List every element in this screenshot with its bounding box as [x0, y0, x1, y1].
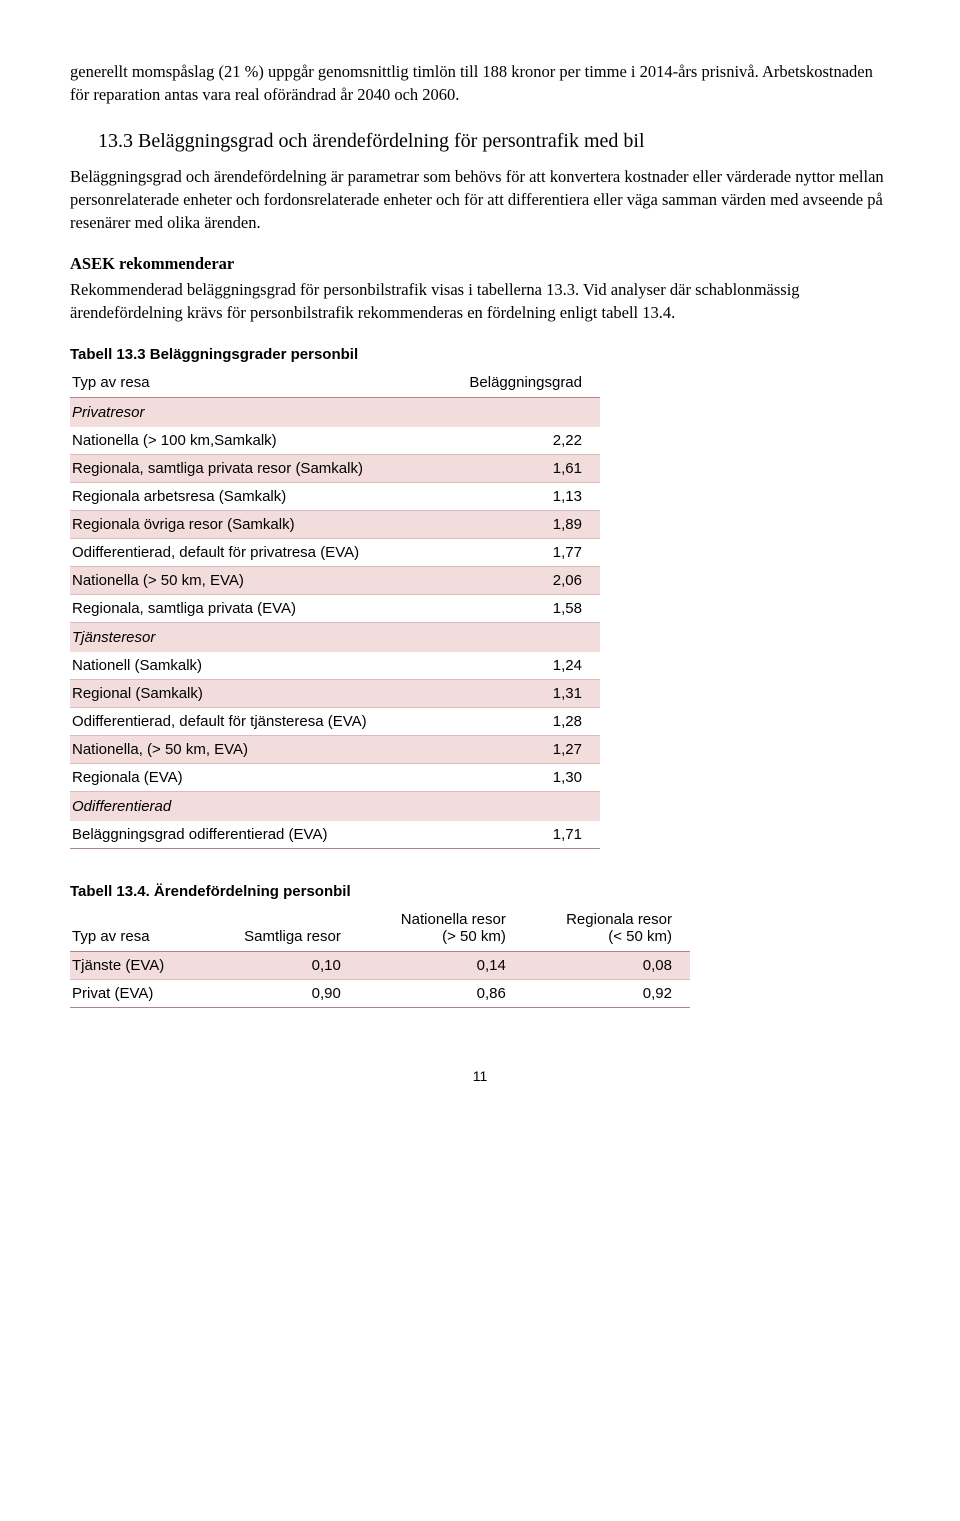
table-cell-label: Regional (Samkalk) — [70, 679, 439, 707]
table-col-header: Regionala resor(< 50 km) — [524, 906, 690, 952]
table-cell-value: 1,61 — [439, 454, 600, 482]
table-col-header: Typ av resa — [70, 369, 439, 398]
table-cell-label: Nationell (Samkalk) — [70, 652, 439, 680]
table-col-header: Nationella resor(> 50 km) — [359, 906, 524, 952]
table-cell-label: Odifferentierad, default för tjänsteresa… — [70, 707, 439, 735]
table-cell-value: 1,24 — [439, 652, 600, 680]
table-cell-label: Regionala, samtliga privata resor (Samka… — [70, 454, 439, 482]
table-col-header: Typ av resa — [70, 906, 205, 952]
table-col-header: Samtliga resor — [205, 906, 359, 952]
table-cell-label: Privat (EVA) — [70, 979, 205, 1007]
asek-body: Rekommenderad beläggningsgrad för person… — [70, 278, 890, 324]
table-cell-value: 1,28 — [439, 707, 600, 735]
section-body: Beläggningsgrad och ärendefördelning är … — [70, 165, 890, 234]
table-134: Typ av resaSamtliga resorNationella reso… — [70, 906, 690, 1008]
table-section-label: Tjänsteresor — [70, 622, 439, 652]
table-section-label: Odifferentierad — [70, 791, 439, 821]
table-section-label: Privatresor — [70, 397, 439, 427]
table-cell-value: 1,31 — [439, 679, 600, 707]
table-cell-value: 1,71 — [439, 821, 600, 849]
table-cell-label: Regionala, samtliga privata (EVA) — [70, 594, 439, 622]
table-cell-value: 1,77 — [439, 538, 600, 566]
table-cell-label: Odifferentierad, default för privatresa … — [70, 538, 439, 566]
page-number: 11 — [70, 1068, 890, 1084]
table-cell-label: Nationella (> 50 km, EVA) — [70, 566, 439, 594]
table-cell-value: 1,27 — [439, 735, 600, 763]
table-cell-value: 0,92 — [524, 979, 690, 1007]
table-cell-label: Beläggningsgrad odifferentierad (EVA) — [70, 821, 439, 849]
table-133: Typ av resaBeläggningsgradPrivatresorNat… — [70, 369, 600, 849]
table-cell-value: 0,14 — [359, 951, 524, 979]
asek-title: ASEK rekommenderar — [70, 252, 890, 275]
table-cell-label: Nationella, (> 50 km, EVA) — [70, 735, 439, 763]
table-cell-label: Regionala (EVA) — [70, 763, 439, 791]
table-cell-value: 0,10 — [205, 951, 359, 979]
table-cell-value: 2,22 — [439, 427, 600, 455]
table-cell-value: 0,08 — [524, 951, 690, 979]
intro-paragraph: generellt momspåslag (21 %) uppgår genom… — [70, 60, 890, 106]
table-cell-value: 0,90 — [205, 979, 359, 1007]
table-cell-label: Nationella (> 100 km,Samkalk) — [70, 427, 439, 455]
table-cell-label: Regionala övriga resor (Samkalk) — [70, 510, 439, 538]
table-cell-value: 0,86 — [359, 979, 524, 1007]
table-cell-value: 1,58 — [439, 594, 600, 622]
table-cell-label: Regionala arbetsresa (Samkalk) — [70, 482, 439, 510]
table-cell-value: 1,13 — [439, 482, 600, 510]
table-134-title: Tabell 13.4. Ärendefördelning personbil — [70, 883, 890, 900]
table-col-header: Beläggningsgrad — [439, 369, 600, 398]
table-cell-label: Tjänste (EVA) — [70, 951, 205, 979]
table-133-title: Tabell 13.3 Beläggningsgrader personbil — [70, 346, 890, 363]
table-cell-value: 1,30 — [439, 763, 600, 791]
table-cell-value: 1,89 — [439, 510, 600, 538]
section-heading: 13.3 Beläggningsgrad och ärendefördelnin… — [98, 130, 890, 153]
table-cell-value: 2,06 — [439, 566, 600, 594]
